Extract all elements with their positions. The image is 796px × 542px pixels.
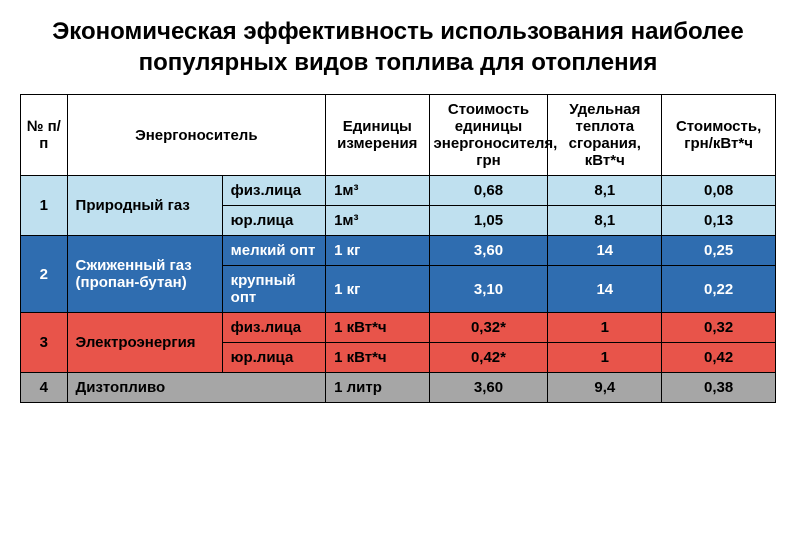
row-number: 1 [21,176,68,236]
unit-cell: 1 кВт*ч [326,343,429,373]
cost-unit-cell: 1,05 [429,206,548,236]
sub-label: юр.лица [222,206,325,236]
carrier-name: Дизтопливо [67,373,326,403]
cost-kwh-cell: 0,25 [662,236,776,266]
header-cost-unit: Стоимость единицы энергоносителя, грн [429,95,548,176]
row-number: 3 [21,313,68,373]
unit-cell: 1 литр [326,373,429,403]
carrier-name: Сжиженный газ (пропан-бутан) [67,236,222,313]
heat-cell: 1 [548,343,662,373]
unit-cell: 1 кВт*ч [326,313,429,343]
unit-cell: 1 кг [326,236,429,266]
cost-unit-cell: 3,60 [429,236,548,266]
heat-cell: 1 [548,313,662,343]
table-row: 1Природный газфиз.лица1м³0,688,10,08 [21,176,776,206]
heat-cell: 14 [548,266,662,313]
carrier-name: Природный газ [67,176,222,236]
sub-label: физ.лица [222,176,325,206]
row-number: 2 [21,236,68,313]
unit-cell: 1 кг [326,266,429,313]
header-carrier: Энергоноситель [67,95,326,176]
cost-unit-cell: 0,42* [429,343,548,373]
cost-unit-cell: 0,68 [429,176,548,206]
cost-unit-cell: 3,60 [429,373,548,403]
unit-cell: 1м³ [326,206,429,236]
row-number: 4 [21,373,68,403]
cost-unit-cell: 0,32* [429,313,548,343]
sub-label: юр.лица [222,343,325,373]
header-unit: Единицы измерения [326,95,429,176]
fuel-efficiency-table: № п/п Энергоноситель Единицы измерения С… [20,94,776,403]
carrier-name: Электроэнергия [67,313,222,373]
sub-label: физ.лица [222,313,325,343]
cost-kwh-cell: 0,42 [662,343,776,373]
header-heat: Удельная теплота сгорания, кВт*ч [548,95,662,176]
table-row: 2Сжиженный газ (пропан-бутан)мелкий опт1… [21,236,776,266]
heat-cell: 9,4 [548,373,662,403]
cost-unit-cell: 3,10 [429,266,548,313]
header-num: № п/п [21,95,68,176]
cost-kwh-cell: 0,22 [662,266,776,313]
heat-cell: 8,1 [548,176,662,206]
cost-kwh-cell: 0,13 [662,206,776,236]
table-row: 3Электроэнергияфиз.лица1 кВт*ч0,32*10,32 [21,313,776,343]
cost-kwh-cell: 0,08 [662,176,776,206]
cost-kwh-cell: 0,32 [662,313,776,343]
unit-cell: 1м³ [326,176,429,206]
heat-cell: 14 [548,236,662,266]
sub-label: мелкий опт [222,236,325,266]
sub-label: крупный опт [222,266,325,313]
page-title: Экономическая эффективность использовани… [20,16,776,78]
cost-kwh-cell: 0,38 [662,373,776,403]
heat-cell: 8,1 [548,206,662,236]
table-row: 4Дизтопливо1 литр3,609,40,38 [21,373,776,403]
header-cost-kwh: Стоимость, грн/кВт*ч [662,95,776,176]
